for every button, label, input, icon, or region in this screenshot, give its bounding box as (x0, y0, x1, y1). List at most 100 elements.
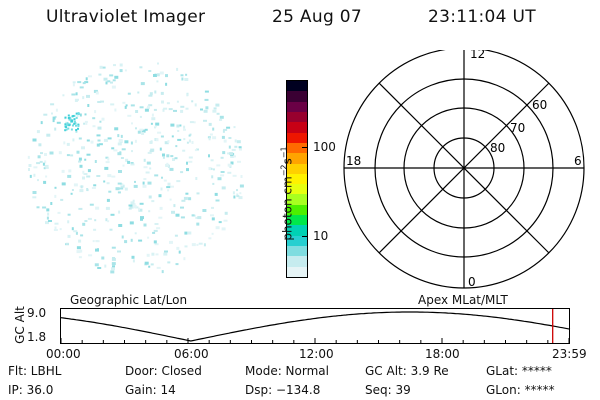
uv-speckle (160, 187, 163, 191)
uv-speckle (67, 127, 70, 130)
uv-speckle (167, 182, 171, 186)
uv-speckle (46, 216, 49, 220)
uv-speckle (237, 160, 241, 163)
info-filter: Flt: LBHL (8, 364, 62, 378)
uv-speckle (208, 122, 212, 126)
uv-speckle (77, 124, 80, 127)
timeline-y-top: 9.0 (27, 306, 47, 320)
timeline-right-label: Apex MLat/MLT (418, 293, 508, 307)
uv-speckle (167, 261, 171, 264)
uv-speckle (93, 228, 97, 231)
uv-speckle (100, 100, 104, 103)
uv-speckle (166, 154, 170, 158)
timeline-frame (60, 308, 570, 344)
uv-speckle (128, 207, 132, 210)
uv-speckle (204, 90, 209, 93)
uv-speckle (188, 160, 193, 163)
uv-speckle (87, 104, 90, 107)
uv-speckle (37, 155, 41, 159)
uv-speckle (228, 145, 231, 149)
uv-speckle (134, 232, 137, 235)
uv-speckle (138, 239, 143, 242)
uv-speckle (88, 75, 92, 78)
uv-speckle (78, 157, 82, 161)
uv-speckle (174, 234, 178, 237)
uv-speckle (130, 201, 135, 205)
uv-speckle (149, 141, 153, 144)
uv-speckle (40, 121, 43, 125)
uv-speckle (208, 167, 212, 171)
uv-speckle (143, 178, 147, 180)
uv-speckle (153, 74, 157, 77)
uv-speckle (129, 206, 134, 209)
uv-image-panel (27, 62, 244, 274)
polar-grid: 12 18 6 0 60 70 80 (343, 50, 585, 289)
uv-speckle (164, 250, 168, 253)
uv-speckle (238, 196, 243, 200)
uv-speckle (82, 96, 85, 100)
uv-speckle (130, 104, 135, 107)
uv-speckle (77, 81, 82, 84)
uv-speckle (180, 105, 185, 108)
uv-speckle (33, 166, 38, 169)
uv-speckle (203, 109, 208, 113)
colorbar-band (287, 91, 307, 102)
uv-speckle (172, 158, 175, 161)
uv-speckle (147, 151, 152, 154)
uv-speckle (180, 206, 184, 209)
uv-speckle (61, 182, 66, 186)
uv-speckle (236, 140, 241, 144)
uv-speckle (124, 105, 127, 109)
uv-speckle (71, 189, 74, 191)
uv-speckle (185, 192, 189, 195)
uv-speckle (86, 189, 89, 192)
uv-speckle (171, 135, 174, 138)
uv-speckle (36, 206, 40, 209)
uv-speckle (117, 182, 122, 185)
uv-speckle (113, 149, 118, 152)
uv-speckle (137, 130, 141, 134)
uv-speckle (111, 85, 116, 89)
uv-speckle (129, 221, 134, 225)
uv-speckle (137, 91, 140, 94)
uv-speckle (203, 243, 206, 247)
uv-speckle (71, 227, 74, 231)
uv-speckle (165, 82, 168, 86)
uv-speckle (106, 182, 110, 185)
uv-speckle (138, 208, 143, 212)
uv-speckle (176, 246, 180, 250)
uv-speckle (86, 153, 91, 156)
polar-label-70: 70 (510, 121, 525, 135)
uv-speckle (82, 82, 86, 85)
uv-speckle (146, 253, 150, 257)
polar-label-6: 6 (574, 154, 582, 168)
uv-speckle (124, 140, 129, 144)
uv-speckle (70, 120, 73, 123)
uv-speckle (184, 78, 189, 81)
uv-speckle (80, 234, 84, 237)
uv-speckle (194, 103, 197, 107)
uv-speckle (92, 240, 95, 243)
uv-speckle (90, 140, 94, 144)
colorbar-band (287, 101, 307, 112)
uv-speckle (79, 189, 84, 193)
uv-speckle (188, 156, 193, 159)
uv-speckle (54, 127, 57, 131)
uv-speckle (44, 160, 47, 164)
uv-speckle (71, 115, 74, 118)
uv-speckle (216, 164, 221, 167)
uv-speckle (65, 128, 68, 131)
uv-speckle (27, 155, 30, 159)
uv-speckle (43, 180, 47, 184)
uv-speckle (107, 157, 110, 161)
uv-speckle (236, 195, 240, 198)
uv-speckle (188, 139, 191, 143)
uv-speckle (94, 263, 99, 267)
uv-speckle (154, 125, 157, 128)
uv-speckle (66, 142, 70, 146)
uv-speckle (130, 238, 133, 242)
uv-speckle (74, 122, 77, 125)
colorbar (286, 80, 308, 278)
uv-speckle (135, 127, 137, 130)
uv-speckle (151, 252, 155, 256)
